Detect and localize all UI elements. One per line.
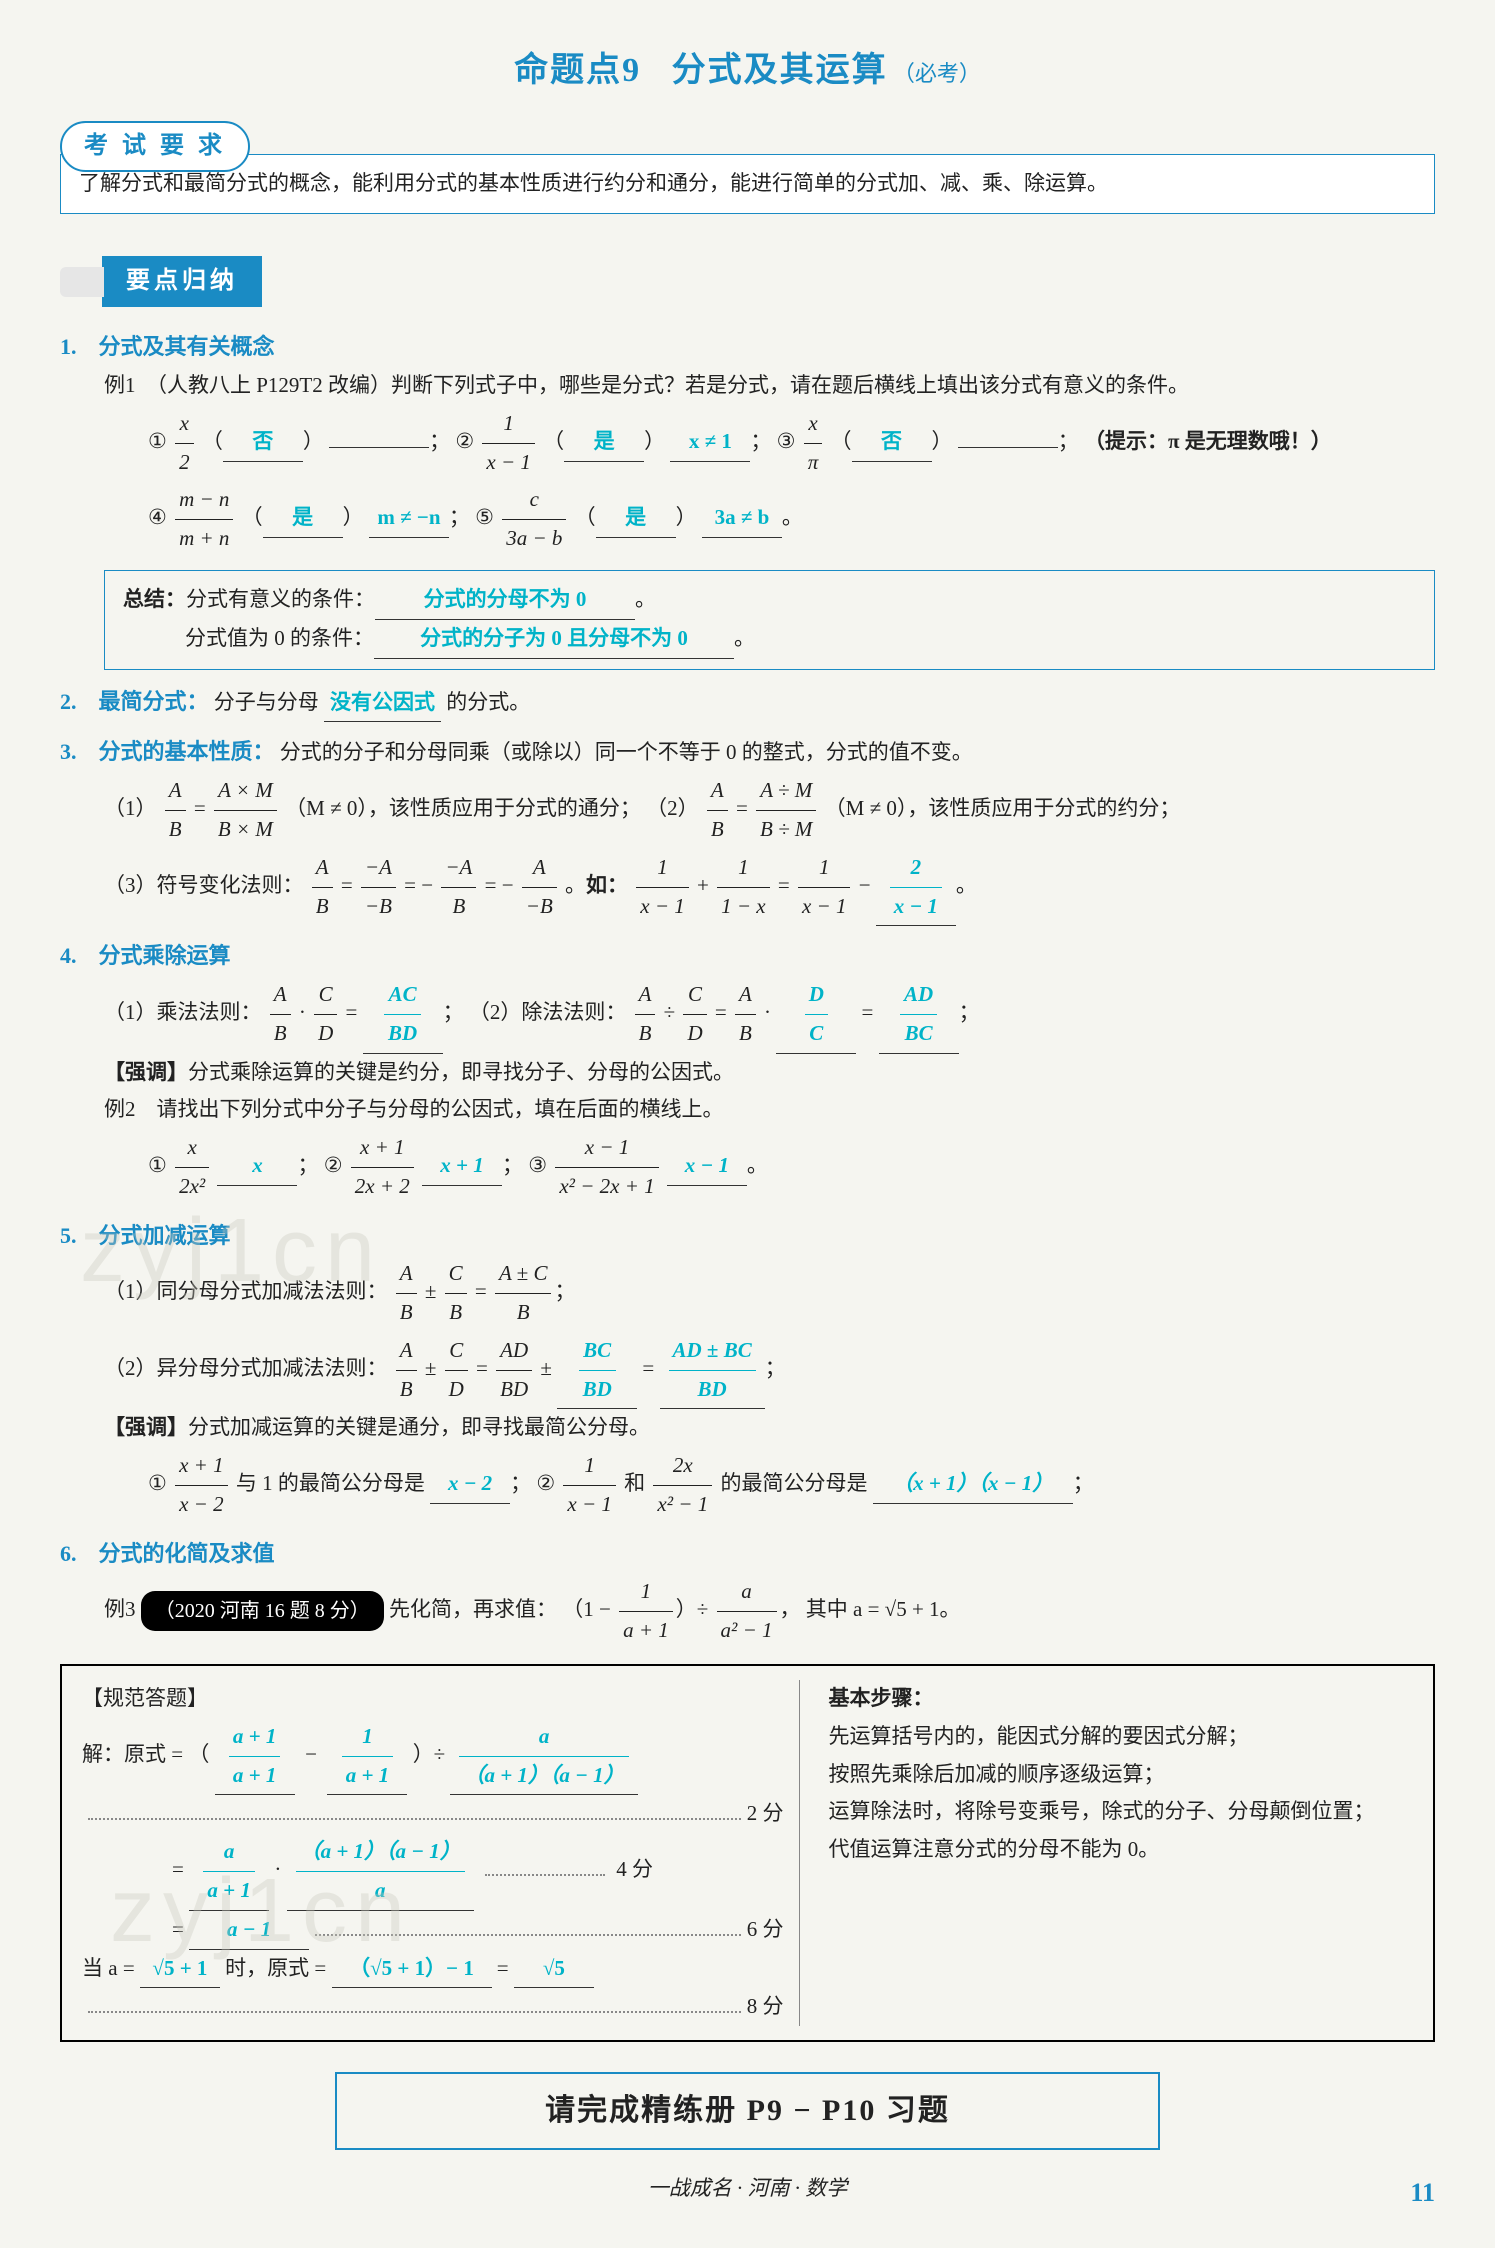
cond-1-2: x ≠ 1	[670, 423, 750, 462]
footer-text: 一战成名 · 河南 · 数学	[648, 2176, 848, 2200]
item-3-hd: 3. 分式的基本性质：	[60, 739, 275, 764]
requirements: 考 试 要 求 了解分式和最简分式的概念，能利用分式的基本性质进行约分和通分，能…	[60, 121, 1435, 214]
req-text: 了解分式和最简分式的概念，能利用分式的基本性质进行约分和通分，能进行简单的分式加…	[60, 154, 1435, 214]
item-4-line1: （1）乘法法则： AB · CD = ACBD； （2）除法法则： AB ÷ C…	[104, 976, 1435, 1054]
ans-5-1: x − 2	[430, 1465, 510, 1504]
item-5-q: ① x + 1x − 2 与 1 的最简公分母是 x − 2； ② 1x − 1…	[148, 1447, 1435, 1524]
page-title: 命题点9 分式及其运算 （必考）	[60, 40, 1435, 101]
rhino-icon	[60, 267, 104, 297]
ans-row-4: 当 a = √5 + 1 时，原式 = （√5 + 1）− 1 = √5	[82, 1950, 783, 1989]
cond-1-5: 3a ≠ b	[702, 499, 782, 538]
item-3: 3. 分式的基本性质： 分式的分子和分母同乘（或除以）同一个不等于 0 的整式，…	[60, 732, 1435, 926]
step-2: 按照先乘除后加减的顺序逐级运算；	[828, 1756, 1413, 1794]
item-3-line2: （3）符号变化法则： AB = −A−B = − −AB = − A−B 。如：…	[104, 849, 1435, 927]
ans-4-2: x + 1	[422, 1147, 502, 1186]
cond-1-4: m ≠ −n	[369, 499, 449, 538]
req-label: 考 试 要 求	[60, 121, 250, 172]
item-1: 1. 分式及其有关概念 例1 （人教八上 P129T2 改编）判断下列式子中，哪…	[60, 327, 1435, 669]
step-3: 运算除法时，将除号变乘号，除式的分子、分母颠倒位置；	[828, 1793, 1413, 1831]
item-5-hd: 5. 分式加减运算	[60, 1216, 1435, 1256]
example-3: 例3 （2020 河南 16 题 8 分） 先化简，再求值： （1 − 1a +…	[104, 1573, 1435, 1650]
section-label: 要点归纳	[102, 256, 262, 307]
ans-row-2: = aa + 1 · （a + 1）（a − 1）a 4 分	[82, 1833, 783, 1911]
ans-5-2: （x + 1）（x − 1）	[873, 1465, 1073, 1504]
ans-row-3: = a − 1 6 分	[82, 1911, 783, 1950]
item-6: 6. 分式的化简及求值 例3 （2020 河南 16 题 8 分） 先化简，再求…	[60, 1534, 1435, 1650]
sum-1: 分式的分母不为 0	[375, 581, 635, 620]
answer-left: 【规范答题】 解：原式 = （ a + 1a + 1 − 1a + 1 ）÷ a…	[82, 1680, 800, 2026]
exam-tag: （2020 河南 16 题 8 分）	[141, 1591, 384, 1631]
ans-1-2: 是	[564, 423, 644, 462]
ans-4-3: x − 1	[667, 1147, 747, 1186]
score-2: 2 分	[82, 1795, 783, 1833]
practice-banner: 请完成精练册 P9 − P10 习题	[335, 2072, 1160, 2150]
example-2: 例2 请找出下列分式中分子与分母的公因式，填在后面的横线上。	[104, 1091, 1435, 1129]
item-4: 4. 分式乘除运算 （1）乘法法则： AB · CD = ACBD； （2）除法…	[60, 936, 1435, 1205]
page-number: 11	[1410, 2170, 1435, 2217]
step-4: 代值运算注意分式的分母不能为 0。	[828, 1831, 1413, 1869]
item-5-line2: （2）异分母分式加减法法则： AB ± CD = ADBD ± BCBD = A…	[104, 1332, 1435, 1410]
summary-box: 总结：分式有意义的条件：分式的分母不为 0。 分式值为 0 的条件：分式的分子为…	[104, 570, 1435, 670]
ans-1-4: 是	[263, 499, 343, 538]
answer-box: 【规范答题】 解：原式 = （ a + 1a + 1 − 1a + 1 ）÷ a…	[60, 1664, 1435, 2042]
item-4-hd: 4. 分式乘除运算	[60, 936, 1435, 976]
item-5: 5. 分式加减运算 （1）同分母分式加减法法则： AB ± CB = A ± C…	[60, 1216, 1435, 1524]
ans-left-hd: 【规范答题】	[82, 1680, 783, 1718]
score-8: 8 分	[82, 1988, 783, 2026]
ans-4-1: x	[217, 1147, 297, 1186]
item-5-line1: （1）同分母分式加减法法则： AB ± CB = A ± CB；	[104, 1255, 1435, 1332]
item-4-strong: 【强调】分式乘除运算的关键是约分，即寻找分子、分母的公因式。	[104, 1054, 1435, 1092]
ans-right-hd: 基本步骤：	[828, 1686, 933, 1710]
title-point: 命题点9	[514, 52, 641, 89]
ans-2: 没有公因式	[324, 684, 441, 723]
title-tag: （必考）	[893, 61, 981, 86]
item-5-strong: 【强调】分式加减运算的关键是通分，即寻找最简公分母。	[104, 1409, 1435, 1447]
item-3-line1: （1） AB = A × MB × M （M ≠ 0），该性质应用于分式的通分；…	[104, 772, 1435, 849]
title-name: 分式及其运算	[672, 52, 888, 89]
hint: （提示：π 是无理数哦！）	[1084, 429, 1332, 453]
ans-1-1: 否	[223, 423, 303, 462]
item-1-line2: ④ m − nm + n （是） m ≠ −n； ⑤ c3a − b （是） 3…	[148, 481, 1435, 558]
item-1-hd: 1. 分式及其有关概念	[60, 327, 1435, 367]
ans-1-3: 否	[852, 423, 932, 462]
example-1: 例1 （人教八上 P129T2 改编）判断下列式子中，哪些是分式？若是分式，请在…	[104, 367, 1435, 405]
item-6-hd: 6. 分式的化简及求值	[60, 1534, 1435, 1574]
ans-row-1: 解：原式 = （ a + 1a + 1 − 1a + 1 ）÷ a（a + 1）…	[82, 1718, 783, 1796]
item-1-line1: ① x2 （否） ； ② 1x − 1 （是） x ≠ 1； ③ xπ （否） …	[148, 405, 1435, 482]
answer-right: 基本步骤： 先运算括号内的，能因式分解的要因式分解； 按照先乘除后加减的顺序逐级…	[820, 1680, 1413, 2026]
section-header: 要点归纳	[60, 256, 262, 307]
item-2: 2. 最简分式： 分子与分母 没有公因式 的分式。	[60, 682, 1435, 723]
ans-1-5: 是	[596, 499, 676, 538]
item-4-answers: ① x2x² x； ② x + 12x + 2 x + 1； ③ x − 1x²…	[148, 1129, 1435, 1206]
page-footer: 一战成名 · 河南 · 数学 11	[60, 2170, 1435, 2208]
item-2-hd: 2. 最简分式：	[60, 689, 209, 714]
sum-2: 分式的分子为 0 且分母不为 0	[374, 620, 734, 659]
step-1: 先运算括号内的，能因式分解的要因式分解；	[828, 1718, 1413, 1756]
